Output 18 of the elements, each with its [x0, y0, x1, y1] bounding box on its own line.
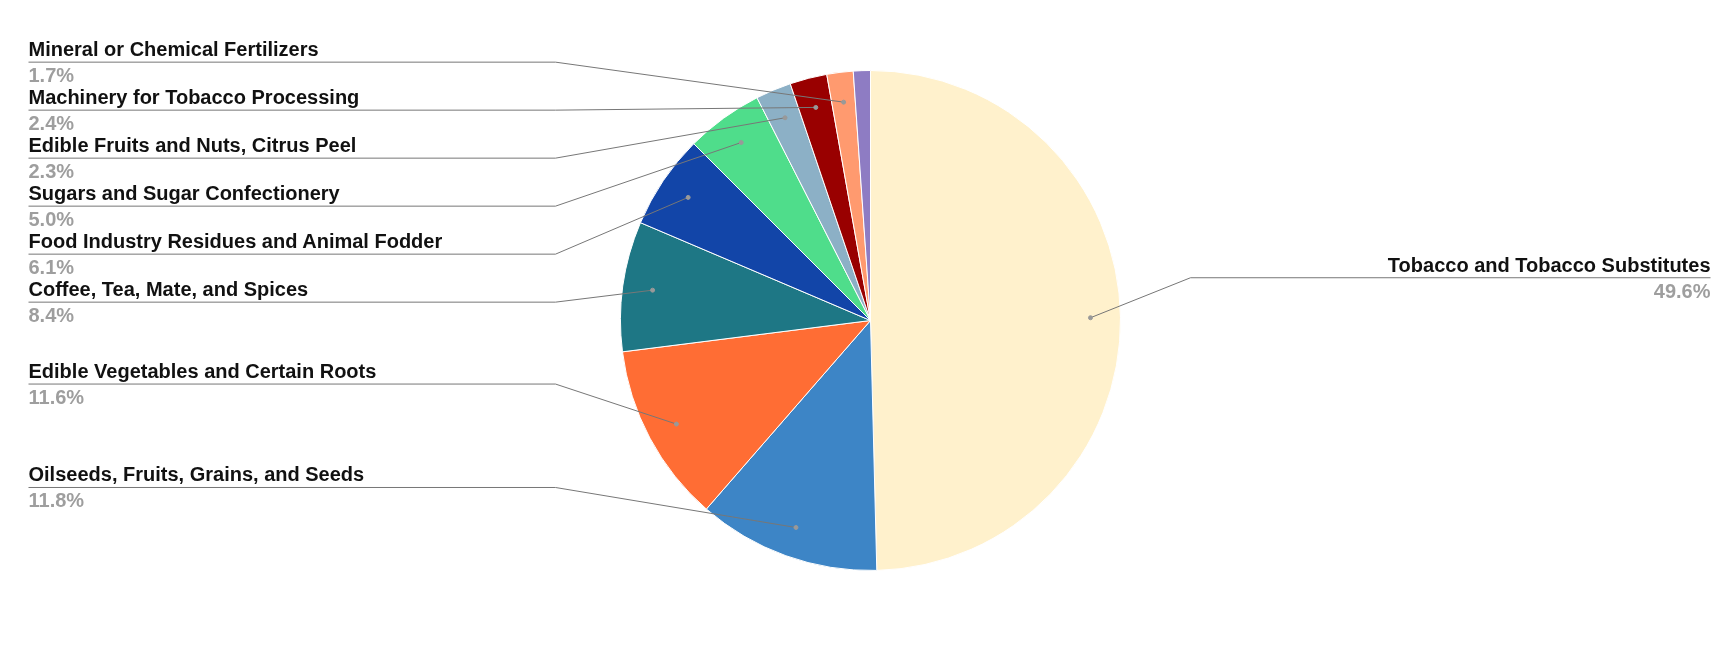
data-label: 2.3% [28, 160, 75, 183]
slice-label: Tobacco and Tobacco Substitutes [1387, 253, 1711, 276]
slice-label: Mineral or Chemical Fertilizers [28, 38, 319, 61]
data-label: 8.4% [28, 304, 75, 327]
data-label: 11.8% [28, 489, 85, 512]
slice-label: Machinery for Tobacco Processing [28, 86, 360, 109]
slice-label: Food Industry Residues and Animal Fodder [28, 230, 443, 253]
slice-label: Edible Fruits and Nuts, Citrus Peel [28, 134, 357, 157]
data-label: 6.1% [28, 256, 75, 279]
data-label: 5.0% [28, 208, 75, 231]
data-label: 49.6% [1653, 279, 1711, 302]
data-label: 11.6% [28, 386, 85, 409]
slice-label: Sugars and Sugar Confectionery [28, 182, 341, 205]
data-label: 1.7% [28, 64, 75, 87]
slice-label: Coffee, Tea, Mate, and Spices [28, 278, 309, 301]
data-label: 2.4% [28, 112, 75, 135]
slice-label: Oilseeds, Fruits, Grains, and Seeds [28, 463, 365, 486]
slice-label: Edible Vegetables and Certain Roots [28, 360, 377, 383]
